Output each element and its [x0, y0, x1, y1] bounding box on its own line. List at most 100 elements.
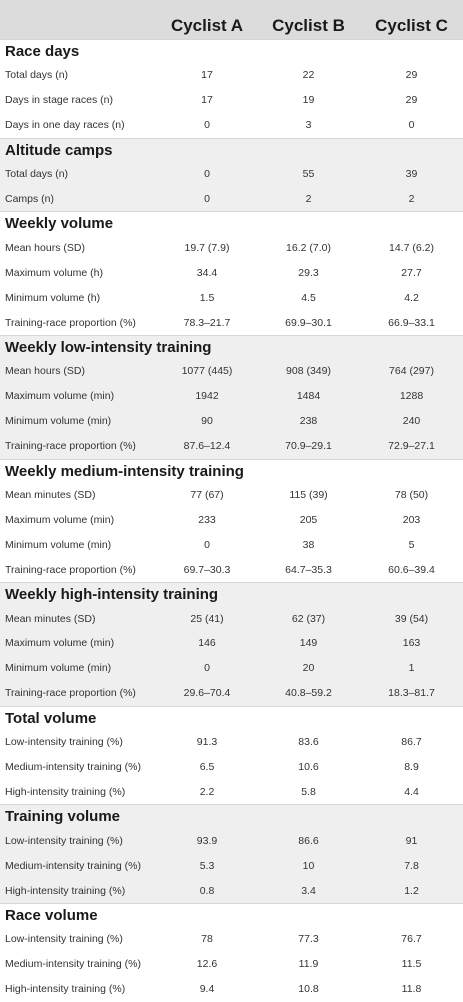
- row-label: Training-race proportion (%): [0, 433, 157, 460]
- table-row: Days in one day races (n) 0 3 0: [0, 112, 463, 139]
- cell-cyclist-b: 86.6: [257, 828, 360, 854]
- table-row: High-intensity training (%) 9.4 10.8 11.8: [0, 976, 463, 1002]
- row-label: Maximum volume (h): [0, 260, 157, 286]
- table-row: Minimum volume (min) 90 238 240: [0, 408, 463, 434]
- cell-cyclist-b: 20: [257, 655, 360, 681]
- table-row: Days in stage races (n) 17 19 29: [0, 87, 463, 113]
- row-label: Total days (n): [0, 63, 157, 88]
- cell-cyclist-c: 764 (297): [360, 359, 463, 384]
- cell-cyclist-b: 3: [257, 112, 360, 139]
- cell-cyclist-a: 90: [157, 408, 257, 434]
- cell-cyclist-b: 5.8: [257, 779, 360, 805]
- cell-cyclist-b: 10: [257, 853, 360, 879]
- header-cyclist-a: Cyclist A: [157, 0, 257, 40]
- section-5: Weekly high-intensity training Mean minut…: [0, 582, 463, 707]
- cell-cyclist-c: 0: [360, 112, 463, 139]
- cell-cyclist-c: 240: [360, 408, 463, 434]
- cell-cyclist-c: 91: [360, 828, 463, 854]
- table-row: Total days (n) 0 55 39: [0, 161, 463, 187]
- cell-cyclist-b: 55: [257, 161, 360, 187]
- header-cyclist-c: Cyclist C: [360, 0, 463, 40]
- section-title-row: Race volume: [0, 903, 463, 928]
- row-label: Low-intensity training (%): [0, 729, 157, 755]
- section-title-row: Weekly volume: [0, 211, 463, 236]
- section-title-row: Weekly medium-intensity training: [0, 458, 463, 483]
- cell-cyclist-b: 10.8: [257, 976, 360, 1002]
- row-label: Training-race proportion (%): [0, 310, 157, 336]
- cell-cyclist-c: 5: [360, 532, 463, 558]
- cell-cyclist-b: 70.9–29.1: [257, 433, 360, 460]
- cell-cyclist-a: 0.8: [157, 878, 257, 904]
- cell-cyclist-a: 0: [157, 112, 257, 139]
- table-row: Maximum volume (min) 233 205 203: [0, 507, 463, 533]
- cell-cyclist-a: 78.3–21.7: [157, 310, 257, 336]
- row-label: High-intensity training (%): [0, 779, 157, 805]
- cell-cyclist-a: 233: [157, 507, 257, 533]
- table-row: Low-intensity training (%) 93.9 86.6 91: [0, 828, 463, 854]
- cell-cyclist-c: 4.2: [360, 285, 463, 311]
- cell-cyclist-b: 115 (39): [257, 482, 360, 508]
- header-corner-cell: [0, 0, 157, 40]
- row-label: Minimum volume (min): [0, 655, 157, 681]
- row-label: Maximum volume (min): [0, 631, 157, 656]
- row-label: Days in one day races (n): [0, 112, 157, 139]
- table-row: Low-intensity training (%) 91.3 83.6 86.7: [0, 729, 463, 755]
- cell-cyclist-c: 11.8: [360, 976, 463, 1002]
- cell-cyclist-b: 11.9: [257, 951, 360, 977]
- cell-cyclist-a: 146: [157, 631, 257, 656]
- row-label: Mean hours (SD): [0, 235, 157, 261]
- section-title: Training volume: [0, 804, 463, 829]
- row-label: Days in stage races (n): [0, 87, 157, 113]
- cell-cyclist-a: 2.2: [157, 779, 257, 805]
- row-label: Training-race proportion (%): [0, 680, 157, 707]
- cell-cyclist-b: 29.3: [257, 260, 360, 286]
- cell-cyclist-b: 22: [257, 63, 360, 88]
- table-row: Minimum volume (min) 0 20 1: [0, 655, 463, 681]
- column-header-row: Cyclist A Cyclist B Cyclist C: [0, 0, 463, 40]
- table-row: Medium-intensity training (%) 5.3 10 7.8: [0, 853, 463, 879]
- section-8: Race volume Low-intensity training (%) 78 7…: [0, 903, 463, 1002]
- table-row: Medium-intensity training (%) 6.5 10.6 8.9: [0, 754, 463, 780]
- cell-cyclist-c: 163: [360, 631, 463, 656]
- table-row: Training-race proportion (%) 87.6–12.4 70.…: [0, 433, 463, 460]
- table-row: Mean minutes (SD) 77 (67) 115 (39) 78 (50): [0, 482, 463, 508]
- cell-cyclist-c: 4.4: [360, 779, 463, 805]
- section-title: Weekly low-intensity training: [0, 335, 463, 360]
- cell-cyclist-a: 9.4: [157, 976, 257, 1002]
- section-6: Total volume Low-intensity training (%) 91…: [0, 705, 463, 805]
- row-label: Mean minutes (SD): [0, 482, 157, 508]
- table-row: Maximum volume (min) 146 149 163: [0, 631, 463, 656]
- section-1: Altitude camps Total days (n) 0 55 39 Camps (…: [0, 137, 463, 212]
- cell-cyclist-a: 1942: [157, 383, 257, 409]
- section-7: Training volume Low-intensity training (%…: [0, 804, 463, 904]
- section-title-row: Race days: [0, 39, 463, 63]
- section-title-row: Total volume: [0, 705, 463, 730]
- table-row: Minimum volume (h) 1.5 4.5 4.2: [0, 285, 463, 311]
- table-row: Training-race proportion (%) 78.3–21.7 69.…: [0, 310, 463, 336]
- cell-cyclist-a: 0: [157, 655, 257, 681]
- cell-cyclist-a: 17: [157, 63, 257, 88]
- cell-cyclist-c: 14.7 (6.2): [360, 235, 463, 261]
- cell-cyclist-c: 18.3–81.7: [360, 680, 463, 707]
- row-label: High-intensity training (%): [0, 878, 157, 904]
- table-row: Camps (n) 0 2 2: [0, 186, 463, 212]
- cell-cyclist-a: 5.3: [157, 853, 257, 879]
- row-label: Minimum volume (h): [0, 285, 157, 311]
- row-label: High-intensity training (%): [0, 976, 157, 1002]
- table-row: Training-race proportion (%) 69.7–30.3 64.…: [0, 557, 463, 583]
- cell-cyclist-c: 39 (54): [360, 606, 463, 632]
- cell-cyclist-a: 1077 (445): [157, 359, 257, 384]
- section-title-row: Training volume: [0, 804, 463, 829]
- cell-cyclist-b: 64.7–35.3: [257, 557, 360, 583]
- section-title: Race days: [0, 39, 463, 63]
- section-title: Total volume: [0, 705, 463, 730]
- section-3: Weekly low-intensity training Mean hours …: [0, 335, 463, 460]
- cell-cyclist-c: 8.9: [360, 754, 463, 780]
- table-row: Maximum volume (h) 34.4 29.3 27.7: [0, 260, 463, 286]
- section-title-row: Weekly low-intensity training: [0, 335, 463, 360]
- row-label: Medium-intensity training (%): [0, 951, 157, 977]
- table-row: Maximum volume (min) 1942 1484 1288: [0, 383, 463, 409]
- cell-cyclist-a: 29.6–70.4: [157, 680, 257, 707]
- section-title: Weekly medium-intensity training: [0, 458, 463, 483]
- section-title: Weekly volume: [0, 211, 463, 236]
